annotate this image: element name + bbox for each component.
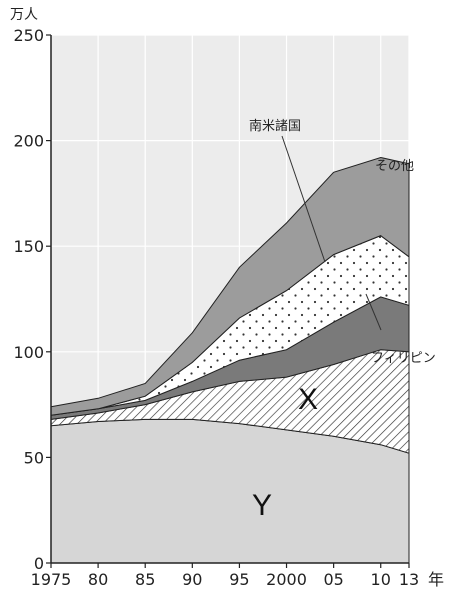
label-series-x: X xyxy=(298,383,318,416)
x-tick-label: 2000 xyxy=(266,570,307,589)
x-tick-label: 95 xyxy=(229,570,249,589)
y-unit-label: 万人 xyxy=(10,7,38,23)
y-tick-label: 200 xyxy=(13,132,44,151)
area-その他 xyxy=(50,156,410,416)
x-tick-label: 05 xyxy=(323,570,343,589)
y-tick-label: 100 xyxy=(13,343,44,362)
label-series-y: Y xyxy=(252,489,272,522)
y-tick-label: 0 xyxy=(34,554,44,573)
leader-line-south-america xyxy=(281,135,326,263)
x-tick-label: 85 xyxy=(135,570,155,589)
y-tick-label: 150 xyxy=(13,237,44,256)
x-tick-label: 10 xyxy=(371,570,391,589)
x-unit-label: 年 xyxy=(428,570,444,589)
x-tick-label: 13 xyxy=(399,570,419,589)
x-tick-label: 90 xyxy=(182,570,202,589)
label-philippines: フィリピン xyxy=(371,351,436,366)
area-Y xyxy=(50,418,410,564)
series-areas xyxy=(50,156,410,564)
label-others: その他 xyxy=(375,159,414,174)
y-axis-ticks: 0 50 100 150 200 250 xyxy=(13,26,51,573)
x-tick-label: 1975 xyxy=(31,570,72,589)
y-tick-label: 250 xyxy=(13,26,44,45)
label-south-america: 南米諸国 xyxy=(249,118,301,134)
leader-line-philippines xyxy=(365,293,382,331)
y-tick-label: 50 xyxy=(24,448,44,467)
x-tick-label: 80 xyxy=(88,570,108,589)
x-axis-ticks: 1975 80 85 90 95 2000 05 10 13 xyxy=(31,563,419,589)
